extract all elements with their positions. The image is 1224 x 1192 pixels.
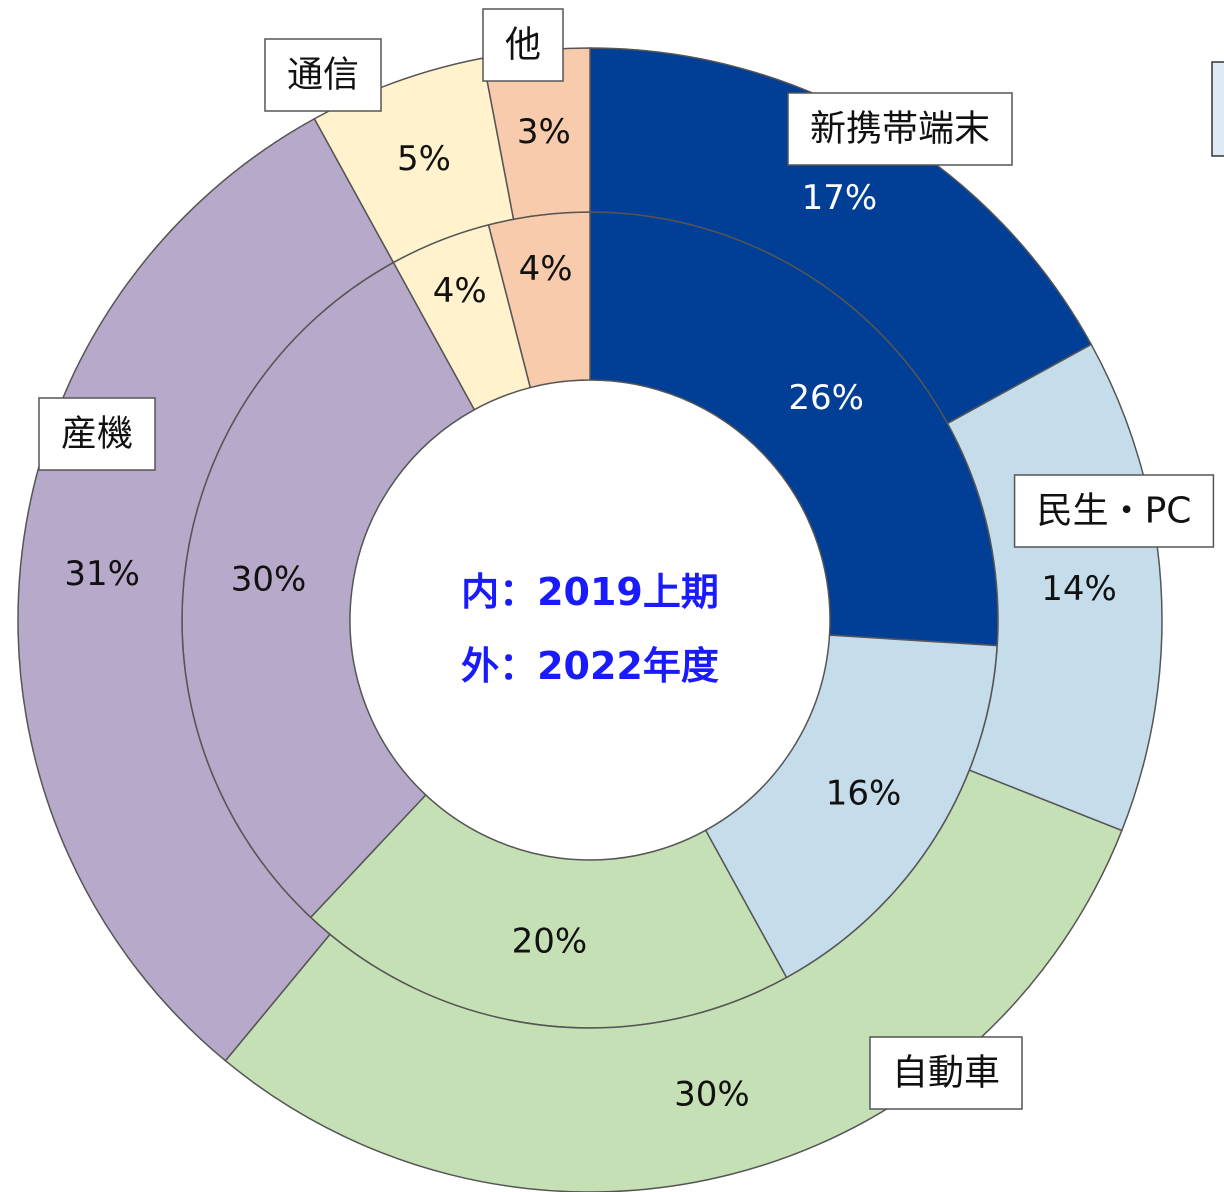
data-label: 5% <box>397 139 451 179</box>
category-label: 自動車 <box>869 1036 1023 1110</box>
data-label: 4% <box>519 249 573 289</box>
data-label: 31% <box>64 554 140 594</box>
donut-segment <box>589 47 1093 425</box>
data-label: 14% <box>1041 569 1117 609</box>
data-label: 17% <box>802 178 878 218</box>
category-label: 通信 <box>264 38 382 112</box>
center-text: 内：2019上期 <box>461 570 719 614</box>
category-name: 通信 <box>287 55 359 96</box>
label-box <box>38 397 156 471</box>
label-box <box>482 8 564 82</box>
data-label: 4% <box>433 271 487 311</box>
data-label: 20% <box>512 921 588 961</box>
category-label: 新携帯端末 <box>787 92 1013 166</box>
center-text: 外：2022年度 <box>461 644 719 688</box>
category-name: 産機 <box>61 414 133 455</box>
category-label: 産機 <box>38 397 156 471</box>
category-label: 民生・PC <box>1013 474 1215 548</box>
data-label: 3% <box>517 112 571 152</box>
cropped-box <box>1211 61 1224 157</box>
label-box <box>264 38 382 112</box>
data-label: 16% <box>826 774 902 814</box>
label-box <box>787 92 1013 166</box>
label-box <box>1013 474 1215 548</box>
category-name: 新携帯端末 <box>810 109 990 150</box>
donut-segment <box>17 117 395 1062</box>
label-box <box>869 1036 1023 1110</box>
category-label: 他 <box>482 8 564 82</box>
data-label: 26% <box>788 378 864 418</box>
category-name: 民生・PC <box>1037 491 1192 532</box>
category-name: 他 <box>505 25 541 66</box>
data-label: 30% <box>231 559 307 599</box>
category-name: 自動車 <box>892 1053 1000 1094</box>
data-label: 30% <box>674 1075 750 1115</box>
